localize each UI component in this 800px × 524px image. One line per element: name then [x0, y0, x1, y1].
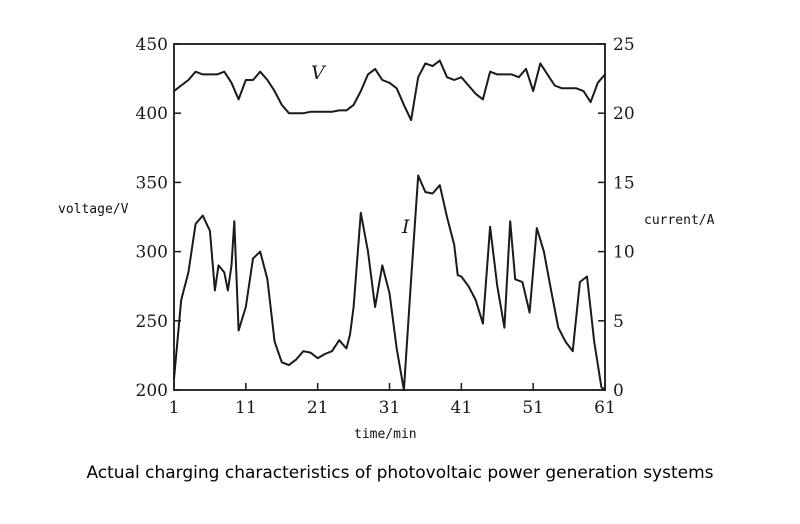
series-line-i [173, 174, 606, 391]
y-left-tick-label: 350 [136, 173, 168, 193]
x-tick-label: 61 [594, 398, 616, 418]
x-tick-label: 1 [169, 398, 180, 418]
y-left-tick-label: 450 [136, 35, 168, 55]
x-tick-label: 31 [379, 398, 401, 418]
plot-frame [173, 43, 606, 391]
right-axis-title: current/A [644, 213, 715, 228]
left-axis-title: voltage/V [58, 202, 129, 217]
y-right-tick-label: 0 [613, 381, 624, 401]
y-left-tick-label: 250 [136, 312, 168, 332]
y-right-tick-label: 15 [613, 173, 635, 193]
y-left-tick-label: 300 [136, 243, 168, 263]
y-left-tick-label: 400 [136, 104, 168, 124]
x-tick-label: 21 [307, 398, 329, 418]
y-right-tick-label: 10 [613, 243, 635, 263]
x-axis-title: time/min [354, 427, 417, 442]
series-label-v: V [311, 62, 327, 84]
x-tick-label: 11 [235, 398, 257, 418]
series-label-i: I [401, 216, 410, 238]
y-left-tick-label: 200 [136, 381, 168, 401]
figure-caption: Actual charging characteristics of photo… [86, 463, 714, 483]
series-line-v [173, 59, 606, 122]
y-right-tick-label: 25 [613, 35, 635, 55]
x-tick-label: 51 [522, 398, 544, 418]
y-right-tick-label: 20 [613, 104, 635, 124]
x-tick-label: 41 [451, 398, 473, 418]
y-right-tick-label: 5 [613, 312, 624, 332]
